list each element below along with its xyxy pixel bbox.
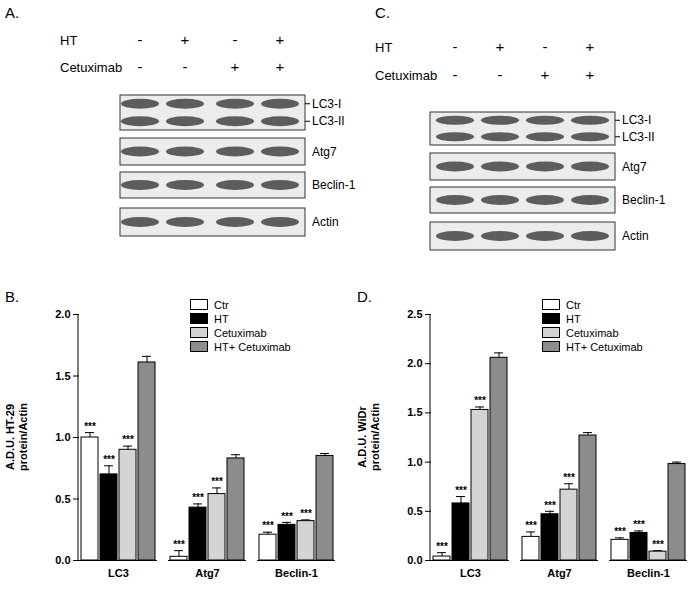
svg-text:1.5: 1.5 [55, 370, 70, 382]
svg-text:A.D.U. HT-29protein/Actin: A.D.U. HT-29protein/Actin [4, 403, 29, 471]
html-text:Ctr: Ctr [214, 299, 229, 311]
svg-text:-: - [453, 38, 458, 55]
svg-text:-: - [543, 38, 548, 55]
svg-text:HT: HT [60, 33, 77, 48]
svg-text:***: *** [173, 539, 185, 550]
svg-text:0.5: 0.5 [55, 493, 70, 505]
html-text:Ctr: Ctr [566, 299, 581, 311]
svg-text:***: *** [544, 500, 556, 511]
svg-text:***: *** [455, 485, 467, 496]
svg-text:LC3: LC3 [460, 567, 481, 579]
html-text:B.: B. [5, 288, 20, 305]
svg-text:+: + [586, 66, 595, 83]
svg-text:+: + [276, 31, 285, 48]
svg-text:2.5: 2.5 [407, 308, 422, 320]
svg-text:LC3-I: LC3-I [622, 113, 651, 127]
html-text:D.: D. [357, 288, 372, 305]
svg-text:***: *** [614, 526, 626, 537]
svg-text:***: *** [192, 492, 204, 503]
svg-text:Beclin-1: Beclin-1 [275, 567, 318, 579]
svg-text:***: *** [262, 520, 274, 531]
html-text:HT+ Cetuximab: HT+ Cetuximab [566, 341, 643, 353]
svg-text:LC3-II: LC3-II [312, 114, 345, 128]
svg-text:***: *** [122, 434, 134, 445]
svg-text:LC3-II: LC3-II [622, 130, 655, 144]
svg-text:+: + [181, 31, 190, 48]
html-text:HT+ Cetuximab: HT+ Cetuximab [214, 341, 291, 353]
svg-text:0.5: 0.5 [407, 505, 422, 517]
html-text:Cetuximab: Cetuximab [566, 327, 619, 339]
html-text:HT: HT [214, 313, 229, 325]
svg-text:***: *** [436, 541, 448, 552]
svg-text:Atg7: Atg7 [195, 567, 219, 579]
svg-text:-: - [138, 31, 143, 48]
svg-text:2.0: 2.0 [407, 357, 422, 369]
svg-text:C.: C. [375, 4, 390, 21]
svg-text:Cetuximab: Cetuximab [375, 68, 437, 83]
svg-text:Beclin-1: Beclin-1 [622, 193, 666, 207]
svg-text:0.0: 0.0 [55, 554, 70, 566]
svg-text:Actin: Actin [622, 229, 649, 243]
svg-text:***: *** [652, 539, 664, 550]
svg-text:+: + [586, 38, 595, 55]
svg-text:+: + [496, 38, 505, 55]
svg-text:LC3-I: LC3-I [312, 97, 341, 111]
svg-text:***: *** [474, 395, 486, 406]
svg-text:2.0: 2.0 [55, 308, 70, 320]
svg-text:-: - [453, 66, 458, 83]
svg-text:Actin: Actin [312, 215, 339, 229]
svg-text:A.D.U. WiDrprotein/Actin: A.D.U. WiDrprotein/Actin [356, 403, 381, 471]
svg-text:HT: HT [375, 40, 392, 55]
svg-text:***: *** [103, 454, 115, 465]
svg-text:LC3: LC3 [108, 567, 129, 579]
svg-text:-: - [498, 66, 503, 83]
svg-text:***: *** [563, 472, 575, 483]
svg-text:Atg7: Atg7 [312, 145, 337, 159]
svg-text:***: *** [84, 421, 96, 432]
svg-text:***: *** [281, 511, 293, 522]
svg-text:-: - [138, 58, 143, 75]
svg-text:1.0: 1.0 [407, 456, 422, 468]
svg-text:***: *** [633, 519, 645, 530]
svg-text:1.5: 1.5 [407, 406, 422, 418]
svg-text:Beclin-1: Beclin-1 [627, 567, 670, 579]
svg-text:***: *** [211, 476, 223, 487]
svg-text:A.: A. [5, 4, 19, 21]
svg-text:-: - [183, 58, 188, 75]
svg-text:-: - [233, 31, 238, 48]
svg-text:+: + [541, 66, 550, 83]
svg-text:***: *** [525, 520, 537, 531]
html-text:Cetuximab: Cetuximab [214, 327, 267, 339]
svg-text:Atg7: Atg7 [622, 160, 647, 174]
svg-text:1.0: 1.0 [55, 431, 70, 443]
svg-text:Beclin-1: Beclin-1 [312, 178, 356, 192]
svg-text:Atg7: Atg7 [547, 567, 571, 579]
svg-text:Cetuximab: Cetuximab [60, 60, 122, 75]
svg-text:***: *** [300, 508, 312, 519]
svg-text:+: + [276, 58, 285, 75]
svg-text:+: + [231, 58, 240, 75]
svg-text:0.0: 0.0 [407, 554, 422, 566]
html-text:HT: HT [566, 313, 581, 325]
